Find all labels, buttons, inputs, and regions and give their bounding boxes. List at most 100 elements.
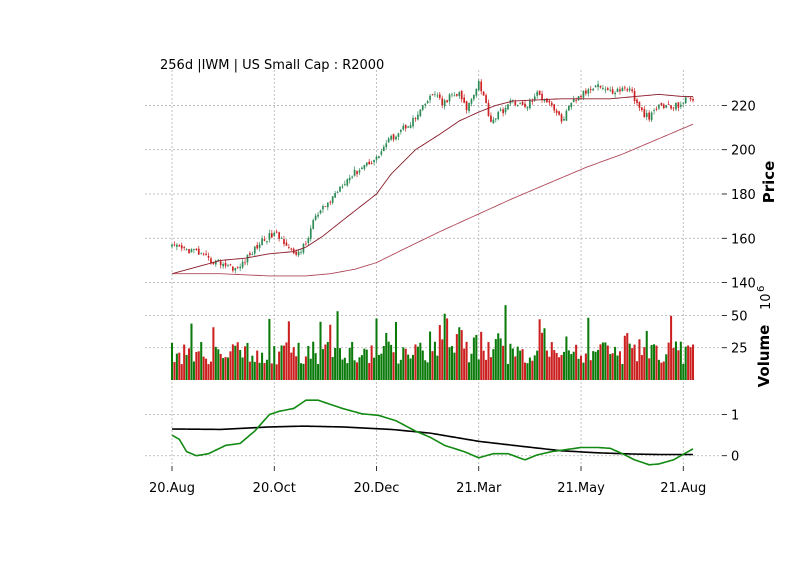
candle-body	[645, 113, 648, 117]
volume-bar	[314, 353, 317, 380]
volume-bar	[317, 364, 320, 380]
y-tick-label: 200	[731, 144, 756, 159]
volume-bar	[592, 351, 595, 380]
candle-body	[633, 90, 636, 101]
volume-bar	[472, 337, 475, 380]
volume-bar	[570, 354, 573, 380]
candle-body	[504, 107, 507, 113]
volume-bar	[419, 342, 422, 380]
candle-body	[580, 96, 582, 98]
volume-bar	[577, 358, 580, 380]
candle-body	[246, 254, 249, 263]
candle-body	[370, 163, 373, 164]
candle-body	[524, 103, 526, 107]
candle-body	[480, 81, 483, 92]
candle-body	[268, 233, 271, 240]
candle-body	[205, 253, 207, 256]
candle-body	[373, 159, 375, 163]
x-tick-label: 21.May	[557, 481, 605, 496]
volume-bar	[394, 321, 398, 380]
candle-body	[482, 91, 485, 96]
candle-body	[222, 264, 224, 267]
candle-body	[638, 101, 641, 108]
volume-bar	[453, 352, 456, 380]
volume-bar	[516, 346, 519, 380]
volume-bar	[234, 345, 237, 380]
candle-body	[672, 107, 675, 109]
volume-bar	[684, 346, 687, 380]
volume-bar	[689, 347, 692, 380]
volume-bar	[222, 358, 225, 380]
candle-body	[407, 126, 410, 128]
candle-body	[197, 248, 200, 255]
volume-bar	[261, 352, 264, 380]
volume-bar	[399, 359, 402, 380]
volume-bar	[407, 354, 410, 380]
volume-bar	[533, 355, 536, 380]
candle-body	[684, 97, 687, 104]
candle-body	[190, 249, 193, 253]
candle-body	[514, 101, 517, 105]
candle-body	[648, 112, 651, 120]
candle-body	[426, 101, 429, 103]
volume-bar	[446, 318, 449, 380]
volume-bar	[687, 345, 690, 380]
volume-bar	[657, 359, 660, 380]
candle-body	[385, 143, 388, 148]
price-ma-short-line	[171, 93, 693, 275]
candle-body	[670, 105, 672, 109]
candle-body	[604, 89, 607, 91]
price-axis-label: Price	[760, 161, 778, 204]
candle-body	[516, 105, 519, 106]
candle-body	[641, 107, 643, 111]
volume-bar	[633, 344, 636, 380]
candle-body	[331, 196, 334, 203]
indicator-fast-line	[171, 399, 694, 466]
candle-body	[658, 104, 660, 109]
candle-body	[614, 92, 616, 95]
volume-bar	[601, 342, 604, 380]
volume-bar	[526, 363, 529, 380]
candle-body	[436, 95, 439, 97]
volume-bar	[207, 364, 210, 380]
candle-body	[368, 161, 371, 165]
volume-bar	[582, 362, 585, 380]
volume-bar	[185, 354, 188, 380]
candle-body	[609, 89, 612, 91]
volume-bar	[565, 336, 568, 380]
volume-bar	[173, 361, 176, 380]
volume-bar	[390, 344, 393, 380]
candle-body	[438, 94, 441, 98]
candle-body	[185, 249, 188, 250]
candle-body	[210, 258, 212, 264]
candle-body	[451, 94, 453, 96]
candle-body	[324, 206, 327, 207]
volume-bar	[365, 349, 368, 380]
candle-body	[677, 102, 680, 108]
volume-bar	[248, 361, 251, 380]
candle-body	[531, 101, 534, 102]
volume-bar	[480, 331, 483, 380]
candle-body	[429, 95, 431, 101]
candle-body	[234, 268, 237, 271]
volume-bar	[368, 363, 371, 380]
candle-body	[219, 261, 222, 266]
candle-body	[553, 104, 556, 111]
price-panel	[171, 79, 694, 277]
volume-bar	[618, 351, 621, 380]
candle-body	[470, 99, 473, 104]
candle-body	[195, 248, 198, 251]
candle-body	[297, 251, 300, 256]
volume-bar	[567, 350, 570, 380]
volume-bar	[273, 346, 276, 380]
candle-body	[200, 253, 203, 255]
volume-bar	[217, 349, 220, 380]
volume-bar	[392, 352, 395, 380]
candle-body	[326, 202, 329, 208]
y-tick-label: 0	[731, 450, 739, 465]
candle-body	[402, 125, 405, 130]
volume-bar	[307, 345, 310, 380]
volume-bar	[412, 354, 415, 380]
volume-bar	[297, 342, 300, 380]
volume-bar	[623, 335, 626, 380]
